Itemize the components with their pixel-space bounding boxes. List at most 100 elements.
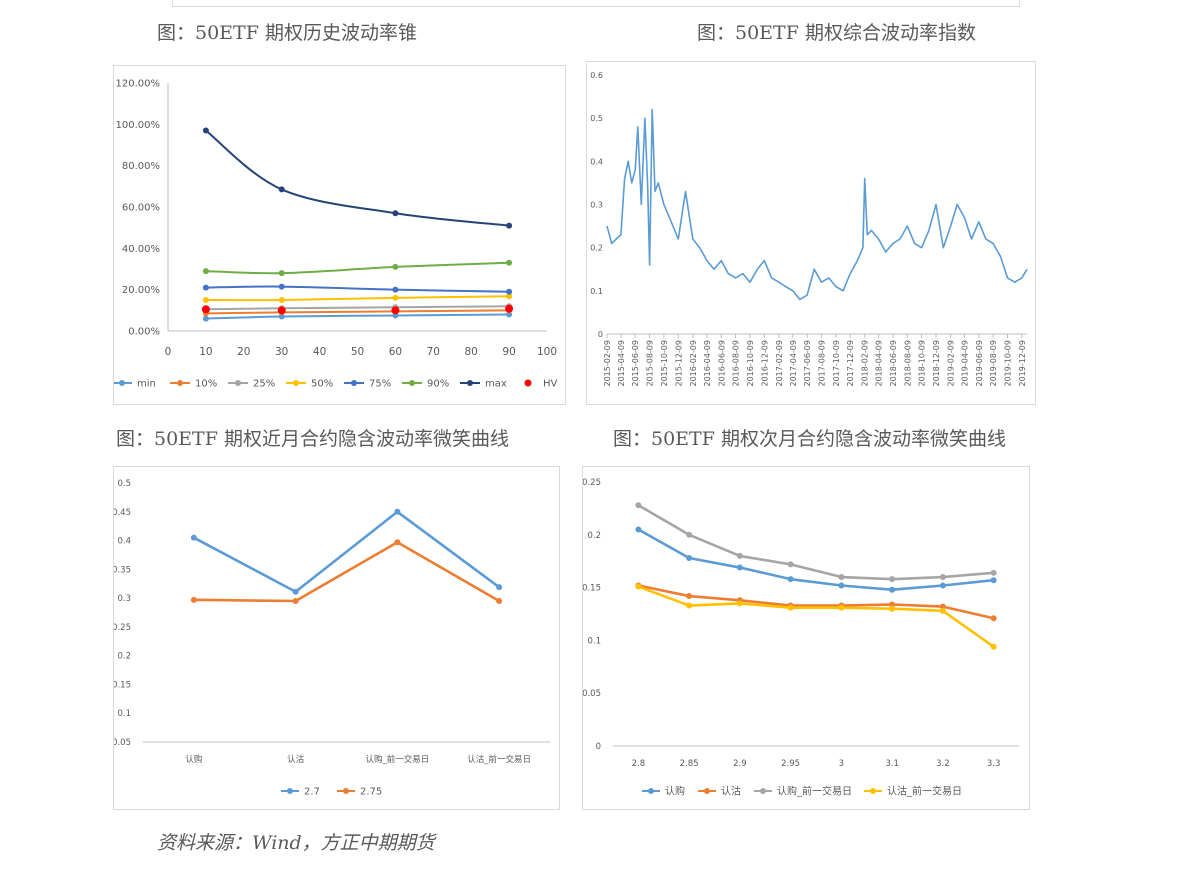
y-tick-label: 0.15 <box>114 680 131 690</box>
data-point-认购-4 <box>838 582 845 589</box>
legend-marker-0 <box>648 788 654 794</box>
legend-marker-3 <box>293 380 299 386</box>
legend-marker-4 <box>351 380 357 386</box>
top-frame <box>172 0 1020 7</box>
x-tick-label: 2016-10-09 <box>746 340 755 387</box>
y-tick-label: 0.5 <box>117 479 131 489</box>
x-tick-label: 2019-04-09 <box>960 340 969 387</box>
data-point-认沽_前一交易日-7 <box>990 643 997 650</box>
x-tick-label: 2015-12-09 <box>674 340 683 387</box>
data-point-认沽_前一交易日-3 <box>787 604 794 611</box>
data-point-2.7-0 <box>190 534 197 541</box>
y-tick-label: 0.15 <box>583 584 601 594</box>
near-month-smile-svg: 0.05 0.1 0.15 0.2 0.25 0.3 0.35 0.4 0.45 0.5 认购 认沽 认… <box>114 479 550 798</box>
data-point-50%-0 <box>202 297 209 303</box>
y-tick-label: 0.6 <box>590 71 603 80</box>
x-tick-label: 2018-04-09 <box>875 340 884 387</box>
legend-marker-0 <box>119 380 125 386</box>
x-tick-label: 2017-10-09 <box>832 340 841 387</box>
y-tick-label: 0.45 <box>114 508 131 518</box>
data-point-认购-0 <box>635 526 642 533</box>
data-point-认购_前一交易日-0 <box>635 502 642 509</box>
caption-vol-index: 图：50ETF 期权综合波动率指数 <box>697 22 976 44</box>
data-point-2.7-3 <box>496 584 503 591</box>
y-tick-label: 0.2 <box>590 244 603 253</box>
x-tick-label: 70 <box>427 346 440 358</box>
x-tick-label: 2018-06-09 <box>889 340 898 387</box>
y-tick-label: 0.4 <box>117 537 131 547</box>
data-point-认沽-7 <box>990 615 997 622</box>
legend-label-2: 认购_前一交易日 <box>777 785 852 798</box>
x-tick-label: 认购_前一交易日 <box>365 754 429 765</box>
x-tick-label: 2015-10-09 <box>660 340 669 387</box>
legend-label-1: 2.75 <box>360 787 382 798</box>
data-point-75%-1 <box>278 283 285 290</box>
legend-marker-7 <box>524 379 532 387</box>
legend-marker-3 <box>870 788 876 794</box>
data-point-max-2 <box>392 210 399 217</box>
data-point-认沽_前一交易日-1 <box>686 602 693 609</box>
legend-marker-6 <box>467 380 473 386</box>
x-tick-label: 2.8 <box>632 759 646 769</box>
x-tick-label: 2019-12-09 <box>1018 340 1027 387</box>
y-tick-label: 0.1 <box>590 287 603 296</box>
x-tick-label: 2015-06-09 <box>631 340 640 387</box>
x-tick-label: 2016-04-09 <box>703 340 712 387</box>
data-point-认购-1 <box>686 555 693 562</box>
x-tick-label: 80 <box>465 346 478 358</box>
data-point-认购-7 <box>990 577 997 584</box>
legend-marker-1 <box>343 788 349 794</box>
x-tick-label: 2017-12-09 <box>846 340 855 387</box>
x-tick-label: 认沽_前一交易日 <box>467 754 531 765</box>
x-tick-label: 2016-08-09 <box>732 340 741 387</box>
data-point-50%-1 <box>278 297 285 303</box>
legend-label-6: max <box>485 379 507 390</box>
series-line-认沽_前一交易日 <box>637 585 995 648</box>
data-point-50%-2 <box>392 294 399 301</box>
series-line-2.7 <box>193 510 500 594</box>
legend-label-5: 90% <box>427 379 449 390</box>
x-tick-label: 2015-08-09 <box>646 340 655 387</box>
source-note: 资料来源：Wind，方正中期期货 <box>157 832 435 854</box>
y-tick-label: 100.00% <box>116 120 161 131</box>
y-tick-label: 0.3 <box>590 201 603 210</box>
legend-label-0: min <box>137 379 156 390</box>
y-tick-label: 0.2 <box>587 531 601 541</box>
data-point-max-1 <box>278 186 285 193</box>
data-point-HV-0 <box>201 305 210 314</box>
data-point-max-3 <box>506 222 513 229</box>
x-tick-label: 2017-04-09 <box>789 340 798 387</box>
y-tick-label: 0.25 <box>114 623 131 633</box>
hv-cone-svg: 0.00% 20.00% 40.00% 60.00% 80.00% 100.00% 120.… <box>114 79 558 390</box>
x-tick-label: 2017-06-09 <box>803 340 812 387</box>
x-tick-label: 50 <box>351 346 364 358</box>
y-tick-label: 0.4 <box>590 157 603 166</box>
x-tick-label: 3.1 <box>885 759 899 769</box>
x-tick-label: 2019-06-09 <box>975 340 984 387</box>
data-point-认购_前一交易日-2 <box>736 552 743 559</box>
data-point-2.75-2 <box>394 539 401 546</box>
data-point-90%-0 <box>202 268 209 275</box>
data-point-min-3 <box>506 311 513 318</box>
data-point-认沽_前一交易日-2 <box>736 600 743 607</box>
data-point-认沽_前一交易日-6 <box>939 607 946 614</box>
y-tick-label: 0.2 <box>117 652 131 662</box>
x-tick-label: 3.2 <box>936 759 950 769</box>
legend-label-0: 认购 <box>665 785 685 798</box>
x-tick-label: 10 <box>199 346 212 358</box>
y-tick-label: 0.35 <box>114 565 131 575</box>
y-tick-label: 0.3 <box>117 594 131 604</box>
x-tick-label: 2.9 <box>733 759 747 769</box>
legend-label-4: 75% <box>369 379 391 390</box>
data-point-HV-2 <box>391 306 400 315</box>
series-line-10% <box>205 309 510 315</box>
series-line-min <box>205 313 510 320</box>
data-point-75%-0 <box>202 284 209 291</box>
x-tick-label: 2015-02-09 <box>603 340 612 387</box>
legend-label-7: HV <box>543 379 558 390</box>
x-tick-label: 2016-12-09 <box>760 340 769 387</box>
legend-marker-2 <box>235 380 241 386</box>
x-tick-label: 20 <box>237 346 250 358</box>
next-month-smile-svg: 0 0.05 0.1 0.15 0.2 0.25 2.8 2.85 2.9 2.95 3 3.1 3.2… <box>583 478 1019 798</box>
chart-hv-cone: 0.00% 20.00% 40.00% 60.00% 80.00% 100.00% 120.… <box>113 65 566 405</box>
